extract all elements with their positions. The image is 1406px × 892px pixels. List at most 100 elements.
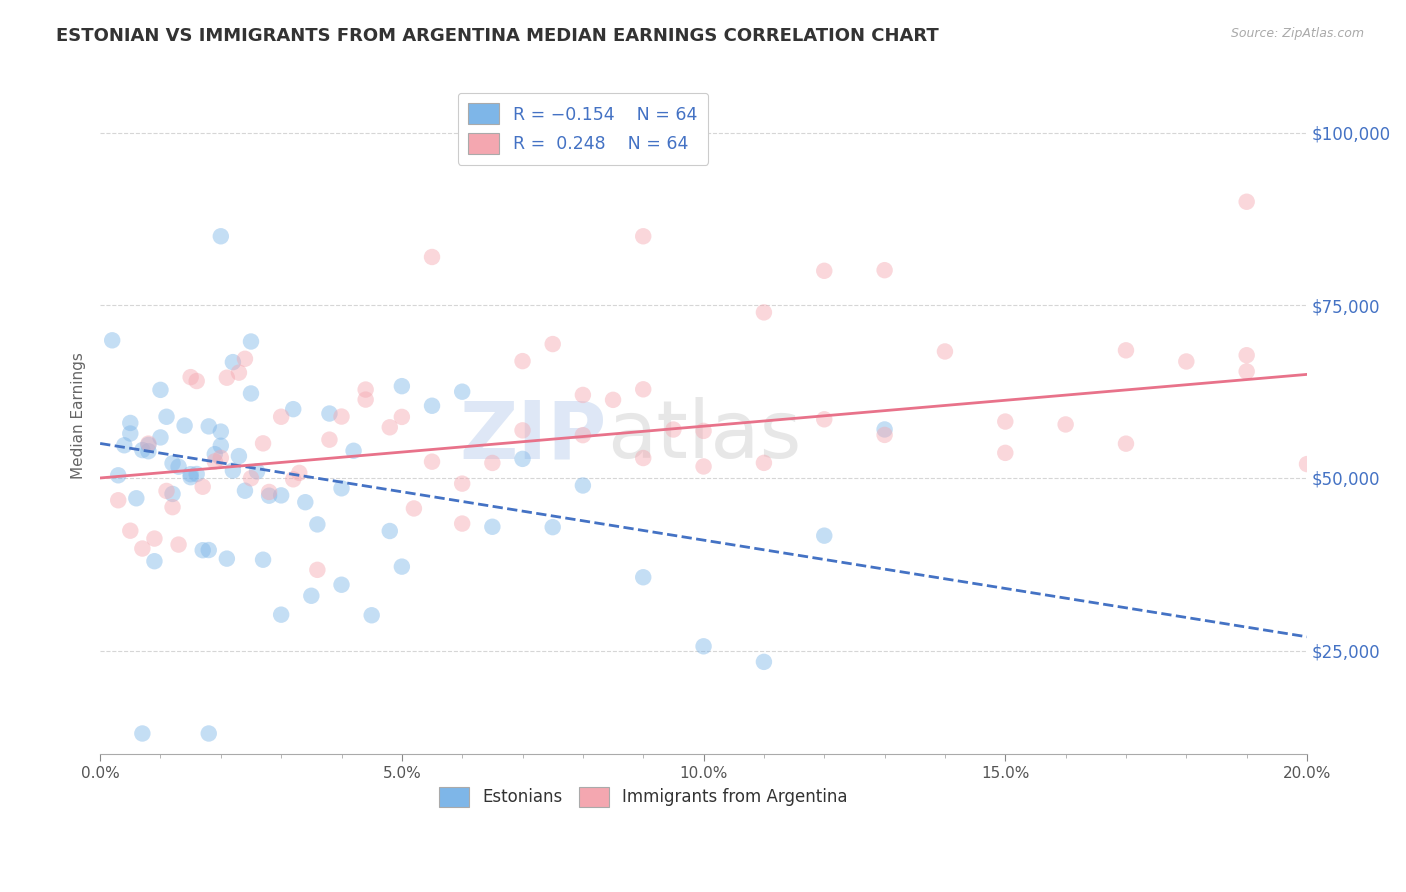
Point bbox=[330, 481, 353, 495]
Point bbox=[752, 655, 775, 669]
Point bbox=[197, 726, 219, 740]
Point bbox=[162, 500, 184, 515]
Point bbox=[354, 383, 377, 397]
Point bbox=[572, 478, 595, 492]
Point bbox=[512, 423, 534, 437]
Point bbox=[1236, 194, 1258, 209]
Point bbox=[215, 370, 238, 384]
Point bbox=[631, 450, 654, 465]
Point bbox=[120, 426, 142, 441]
Point bbox=[138, 438, 160, 452]
Point bbox=[481, 456, 503, 470]
Point bbox=[631, 382, 654, 396]
Point bbox=[191, 543, 214, 558]
Point bbox=[180, 370, 202, 384]
Point bbox=[204, 454, 226, 468]
Point bbox=[252, 552, 274, 566]
Point bbox=[209, 439, 232, 453]
Legend: Estonians, Immigrants from Argentina: Estonians, Immigrants from Argentina bbox=[432, 780, 855, 814]
Point bbox=[354, 392, 377, 407]
Point bbox=[240, 334, 263, 349]
Point bbox=[155, 409, 177, 424]
Point bbox=[1175, 354, 1198, 368]
Point bbox=[283, 402, 305, 417]
Point bbox=[228, 366, 250, 380]
Point bbox=[994, 415, 1017, 429]
Point bbox=[1236, 364, 1258, 378]
Point bbox=[307, 517, 329, 532]
Point bbox=[143, 554, 166, 568]
Point bbox=[391, 409, 413, 424]
Point bbox=[222, 464, 245, 478]
Point bbox=[125, 491, 148, 506]
Point bbox=[197, 419, 219, 434]
Point bbox=[572, 388, 595, 402]
Point bbox=[167, 538, 190, 552]
Point bbox=[149, 430, 172, 444]
Point bbox=[391, 559, 413, 574]
Point bbox=[451, 476, 474, 491]
Point bbox=[107, 468, 129, 483]
Point bbox=[294, 495, 316, 509]
Point bbox=[204, 447, 226, 461]
Point bbox=[270, 409, 292, 424]
Point bbox=[162, 456, 184, 470]
Point bbox=[873, 428, 896, 442]
Point bbox=[101, 334, 124, 348]
Point bbox=[512, 451, 534, 466]
Point bbox=[138, 444, 160, 458]
Point bbox=[1296, 457, 1319, 471]
Text: ESTONIAN VS IMMIGRANTS FROM ARGENTINA MEDIAN EARNINGS CORRELATION CHART: ESTONIAN VS IMMIGRANTS FROM ARGENTINA ME… bbox=[56, 27, 939, 45]
Y-axis label: Median Earnings: Median Earnings bbox=[72, 352, 86, 479]
Point bbox=[330, 578, 353, 592]
Point bbox=[813, 529, 835, 543]
Point bbox=[240, 471, 263, 485]
Point bbox=[662, 423, 685, 437]
Point bbox=[1115, 436, 1137, 450]
Point bbox=[692, 459, 714, 474]
Point bbox=[180, 470, 202, 484]
Point bbox=[378, 420, 401, 434]
Point bbox=[307, 563, 329, 577]
Point bbox=[138, 436, 160, 450]
Point bbox=[318, 407, 340, 421]
Point bbox=[131, 726, 153, 740]
Text: Source: ZipAtlas.com: Source: ZipAtlas.com bbox=[1230, 27, 1364, 40]
Point bbox=[873, 422, 896, 436]
Point bbox=[541, 520, 564, 534]
Point bbox=[209, 425, 232, 439]
Point bbox=[318, 433, 340, 447]
Point bbox=[120, 524, 142, 538]
Point bbox=[420, 399, 443, 413]
Point bbox=[233, 351, 256, 366]
Point bbox=[228, 449, 250, 463]
Point bbox=[240, 386, 263, 401]
Point bbox=[360, 608, 382, 623]
Point bbox=[252, 436, 274, 450]
Point bbox=[451, 516, 474, 531]
Point bbox=[186, 374, 208, 388]
Point bbox=[270, 488, 292, 502]
Point bbox=[209, 229, 232, 244]
Point bbox=[283, 472, 305, 486]
Point bbox=[257, 489, 280, 503]
Point bbox=[420, 250, 443, 264]
Point bbox=[191, 480, 214, 494]
Point bbox=[934, 344, 956, 359]
Point bbox=[631, 570, 654, 584]
Point bbox=[994, 446, 1017, 460]
Point bbox=[288, 466, 311, 480]
Point bbox=[131, 443, 153, 458]
Point bbox=[131, 541, 153, 556]
Point bbox=[246, 464, 269, 478]
Point bbox=[572, 428, 595, 442]
Point bbox=[631, 229, 654, 244]
Point bbox=[299, 589, 322, 603]
Point bbox=[233, 483, 256, 498]
Point bbox=[120, 416, 142, 430]
Point bbox=[1115, 343, 1137, 358]
Point bbox=[420, 455, 443, 469]
Point bbox=[173, 418, 195, 433]
Point bbox=[481, 520, 503, 534]
Point bbox=[813, 264, 835, 278]
